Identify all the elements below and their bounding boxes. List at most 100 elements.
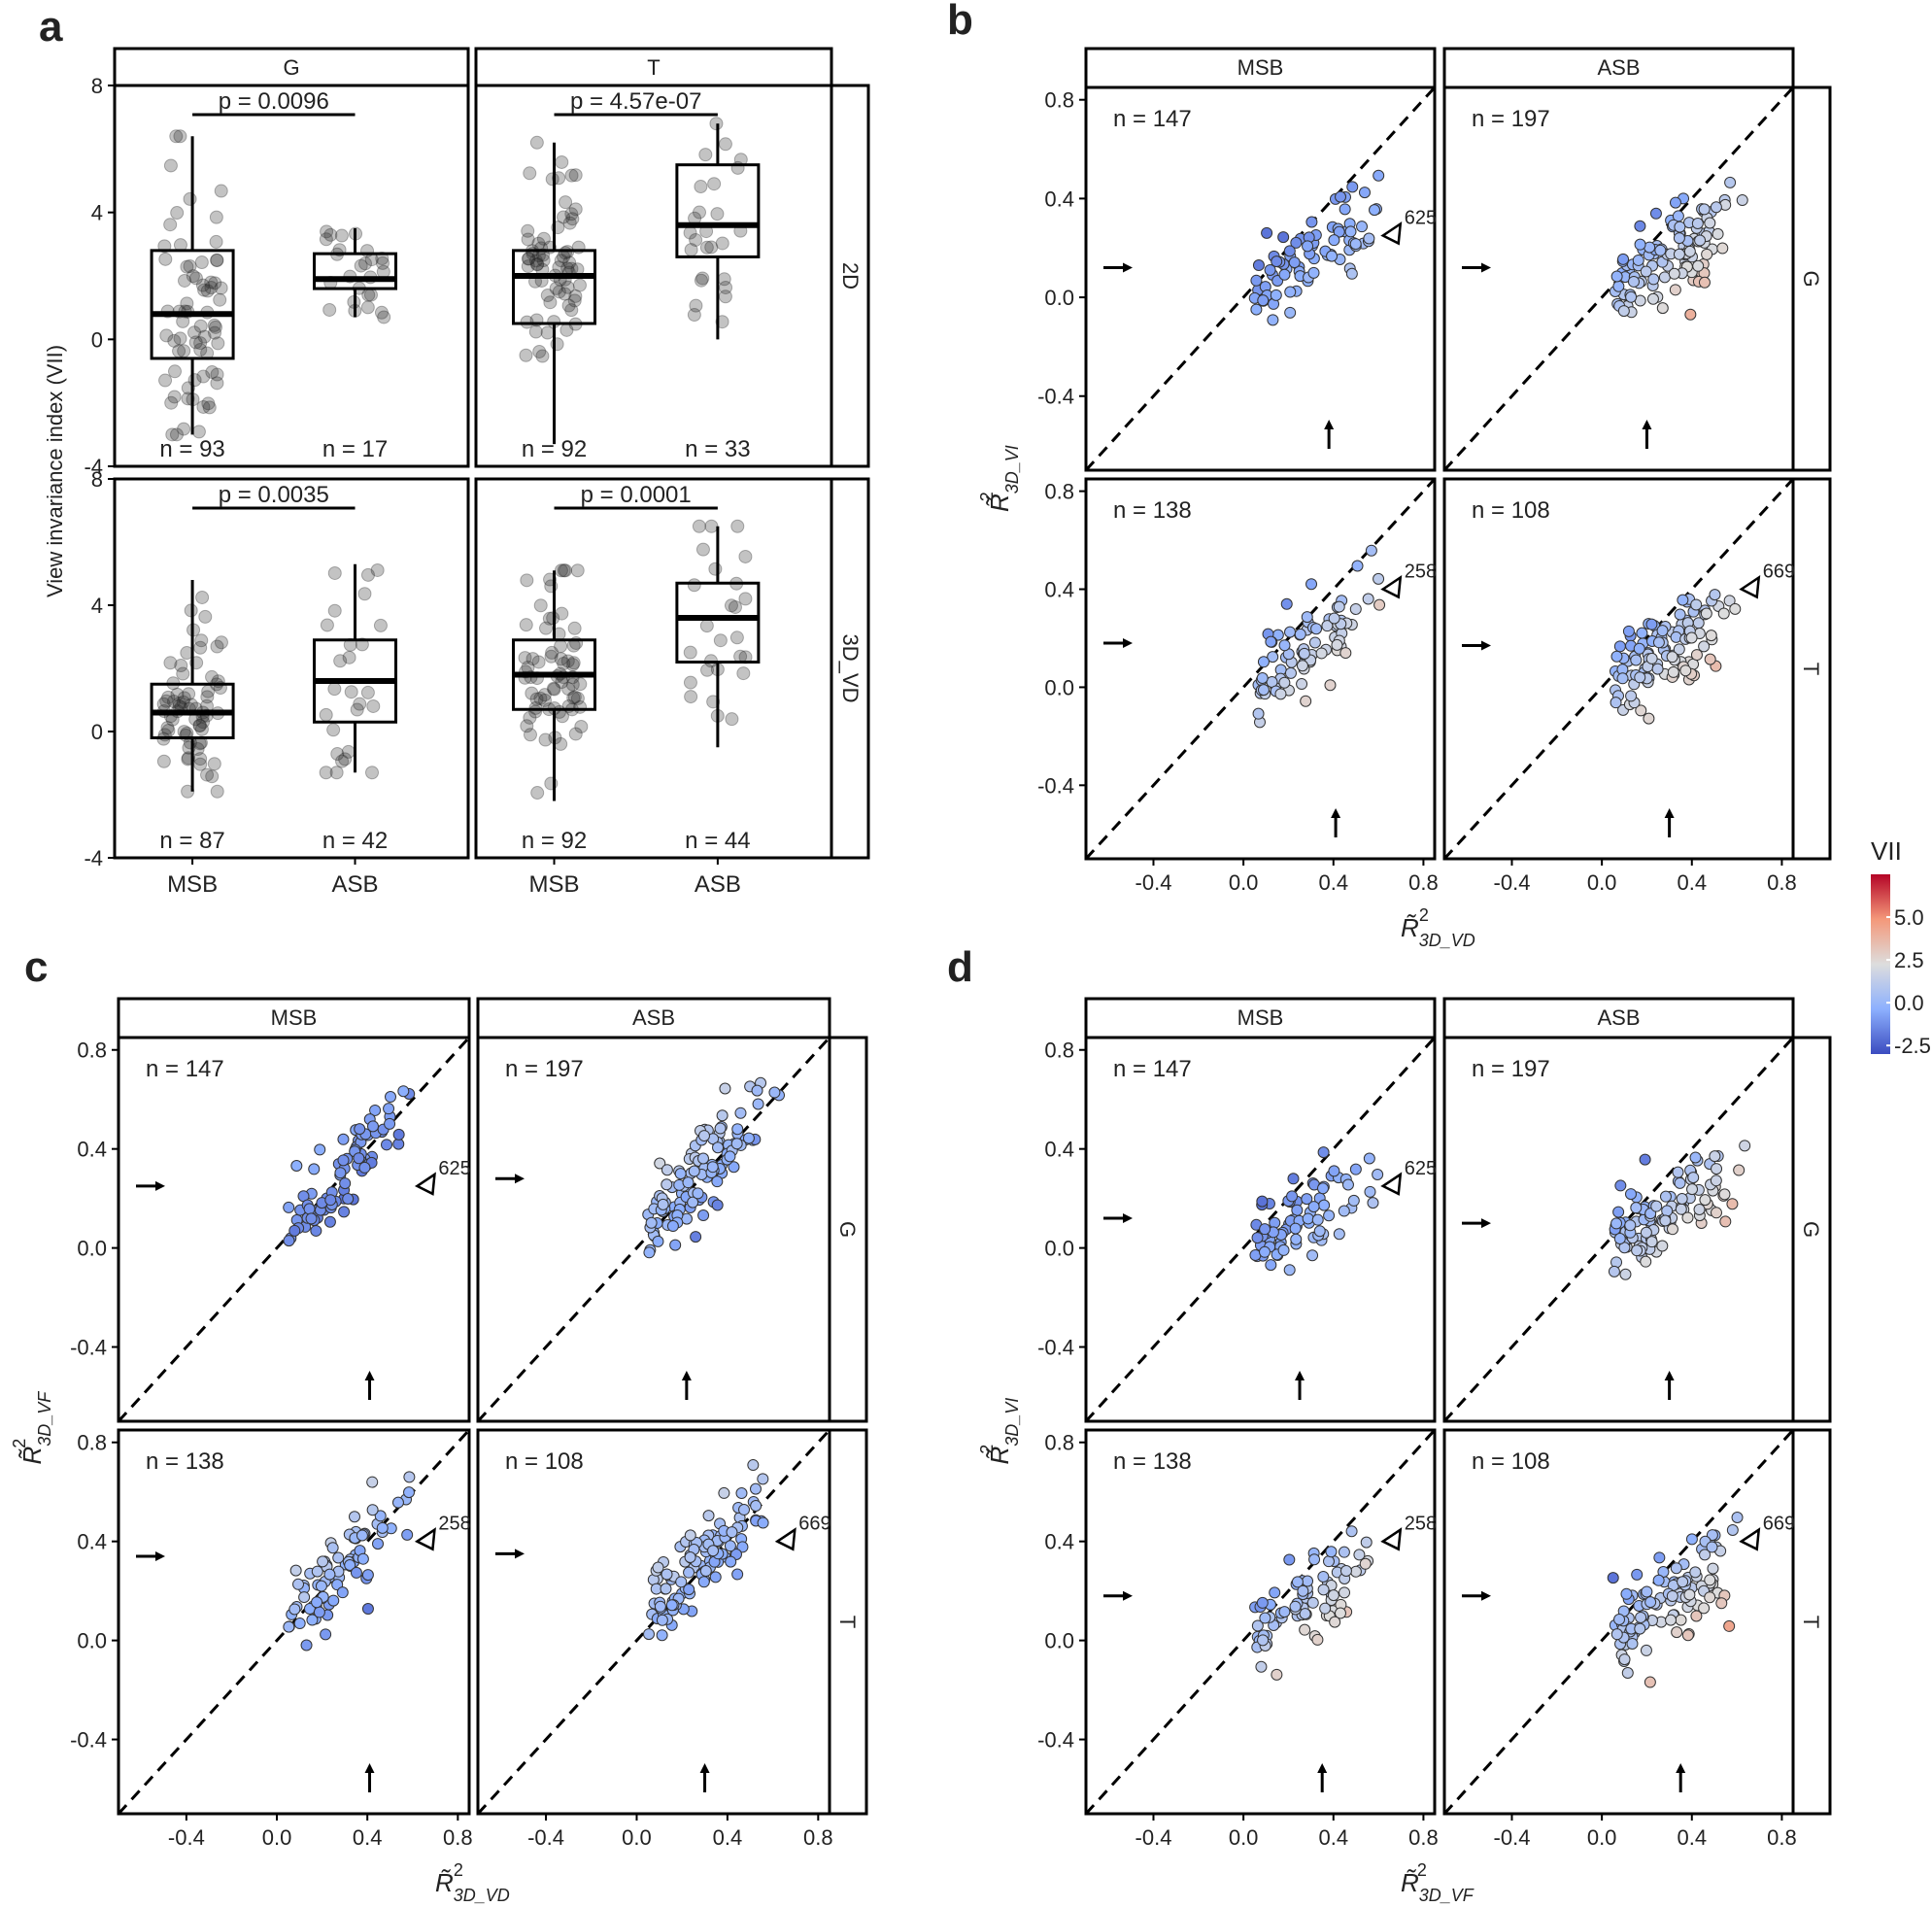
data-point [564,207,579,221]
data-point [167,333,182,348]
data-point [684,690,698,704]
data-point [568,289,583,303]
data-point [525,686,539,700]
data-point [1699,1549,1712,1561]
data-point [194,255,209,269]
facet-strip-label: G [283,55,299,80]
x-tick-label: 0.0 [1229,870,1259,895]
data-point [519,618,533,632]
data-point [568,727,583,741]
highlight-marker [1380,575,1403,599]
highlight-label: 258 [1405,562,1437,583]
data-point [1698,203,1711,216]
data-point [320,1628,332,1641]
data-point [573,677,588,692]
data-point [1278,676,1291,689]
data-point [1666,1223,1678,1236]
data-point [1308,636,1321,649]
y-tick-label: 0.4 [1044,1530,1074,1554]
data-point [360,300,375,315]
data-point [337,1154,350,1167]
data-point [1296,660,1308,672]
data-point [1659,1190,1672,1203]
data-point [522,252,536,266]
identity-line [1086,479,1435,859]
data-point [1345,267,1358,280]
data-point [554,254,568,268]
data-point [532,344,547,358]
facet-strip-T [828,1428,868,1816]
data-point [1349,238,1362,251]
data-point [695,271,710,286]
data-point [322,302,337,317]
data-point [706,1161,719,1174]
y-tick-label: 0.8 [1044,1039,1074,1063]
median-x-arrowhead [364,1371,375,1380]
data-point [757,1473,769,1485]
data-point [1271,255,1283,268]
highlight-marker [1739,1527,1761,1551]
x-axis-title: R̃3D_VF2 [1401,1860,1474,1905]
data-point [1724,176,1737,188]
data-point [315,1580,327,1592]
data-point [656,1614,668,1626]
facet-strip-label: T [1799,663,1823,675]
data-point [543,295,558,310]
facet-plot-area [1444,87,1793,470]
data-point [669,1239,682,1251]
data-point [1686,1183,1699,1196]
data-point [1608,1265,1620,1277]
median-x-arrowhead [1676,1763,1686,1773]
data-point [1339,203,1351,216]
data-point [208,276,222,290]
data-point [158,373,173,388]
data-point [567,621,582,635]
y-tick-label: -0.4 [1037,385,1074,409]
data-point [565,677,580,692]
data-point [1323,1209,1336,1222]
facet-plot-area [119,1430,469,1814]
data-point [707,1545,720,1557]
data-point [327,565,342,580]
data-point [652,1561,664,1574]
data-point [1290,236,1303,249]
data-point [1652,636,1665,649]
x-tick-label: -0.4 [168,1825,205,1850]
data-point [1284,666,1297,679]
data-point [1308,1553,1321,1566]
data-point [683,1566,695,1579]
data-point [210,367,224,382]
data-point [1644,1596,1657,1609]
data-point [290,1160,303,1173]
x-axis-title: R̃3D_VD2 [1401,905,1475,950]
x-axis-title: R̃3D_VD2 [435,1860,510,1905]
data-point [1264,263,1276,276]
data-point [525,652,540,666]
data-point [1610,1628,1623,1641]
data-point [358,256,373,271]
data-point [186,269,200,284]
data-point [567,690,582,704]
scatter-facet: n = 138 258 0.8 0.4 0.0 -0.4 -0.4 0.0 0.4 0.8 [70,1428,473,1850]
data-point [1677,1576,1689,1588]
n-label: n = 108 [1472,1448,1550,1475]
facet-strip-T [1791,477,1832,861]
data-point [1673,232,1685,245]
median-x-arrowhead [1642,420,1652,429]
data-point [1709,1150,1721,1163]
data-point [752,1098,764,1110]
data-point [1630,654,1643,666]
data-point [403,1486,416,1499]
x-tick-label: 0.4 [353,1825,383,1850]
boxplot-facet: p = 4.57e-07 n = 92 n = 33 [474,84,833,468]
data-point [1306,1596,1319,1609]
highlight-marker [1739,575,1761,599]
data-point [536,253,551,267]
x-tick-label: -0.4 [1494,1825,1531,1850]
data-point [529,692,544,706]
data-point [1644,1676,1656,1688]
data-point [192,718,207,732]
data-point [288,1224,301,1237]
data-point [709,1571,722,1583]
data-point [568,202,583,217]
